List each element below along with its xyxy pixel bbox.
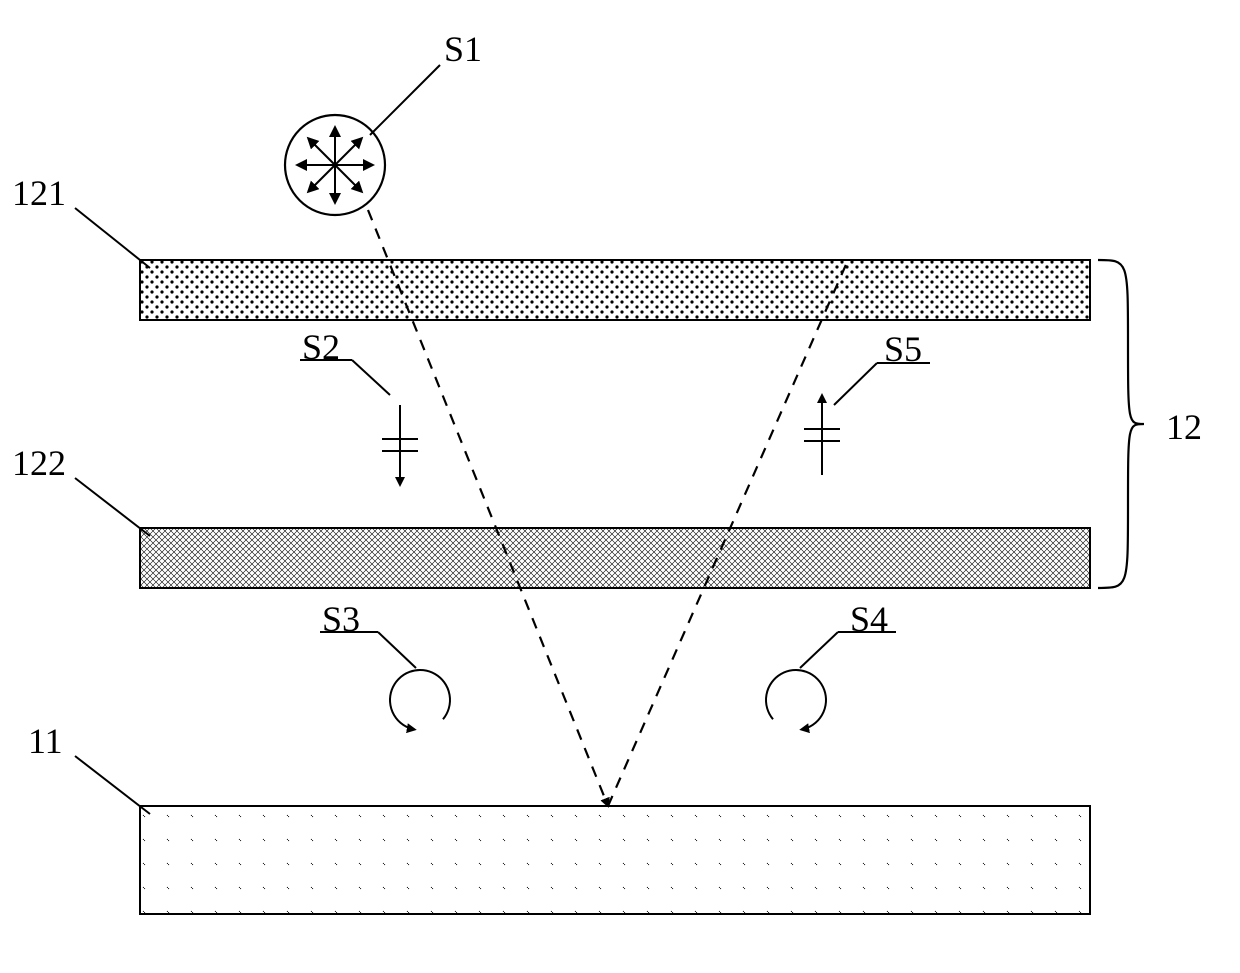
label-s5: S5 [884, 328, 922, 370]
label-12: 12 [1166, 406, 1202, 448]
label-121: 121 [12, 172, 66, 214]
label-122: 122 [12, 442, 66, 484]
label-s4: S4 [850, 598, 888, 640]
label-s1: S1 [444, 28, 482, 70]
diagram-svg [0, 0, 1240, 973]
label-s3: S3 [322, 598, 360, 640]
label-s2: S2 [302, 326, 340, 368]
label-11: 11 [28, 720, 63, 762]
diagram-stage: S1 121 122 11 S2 S5 S3 S4 12 [0, 0, 1240, 973]
